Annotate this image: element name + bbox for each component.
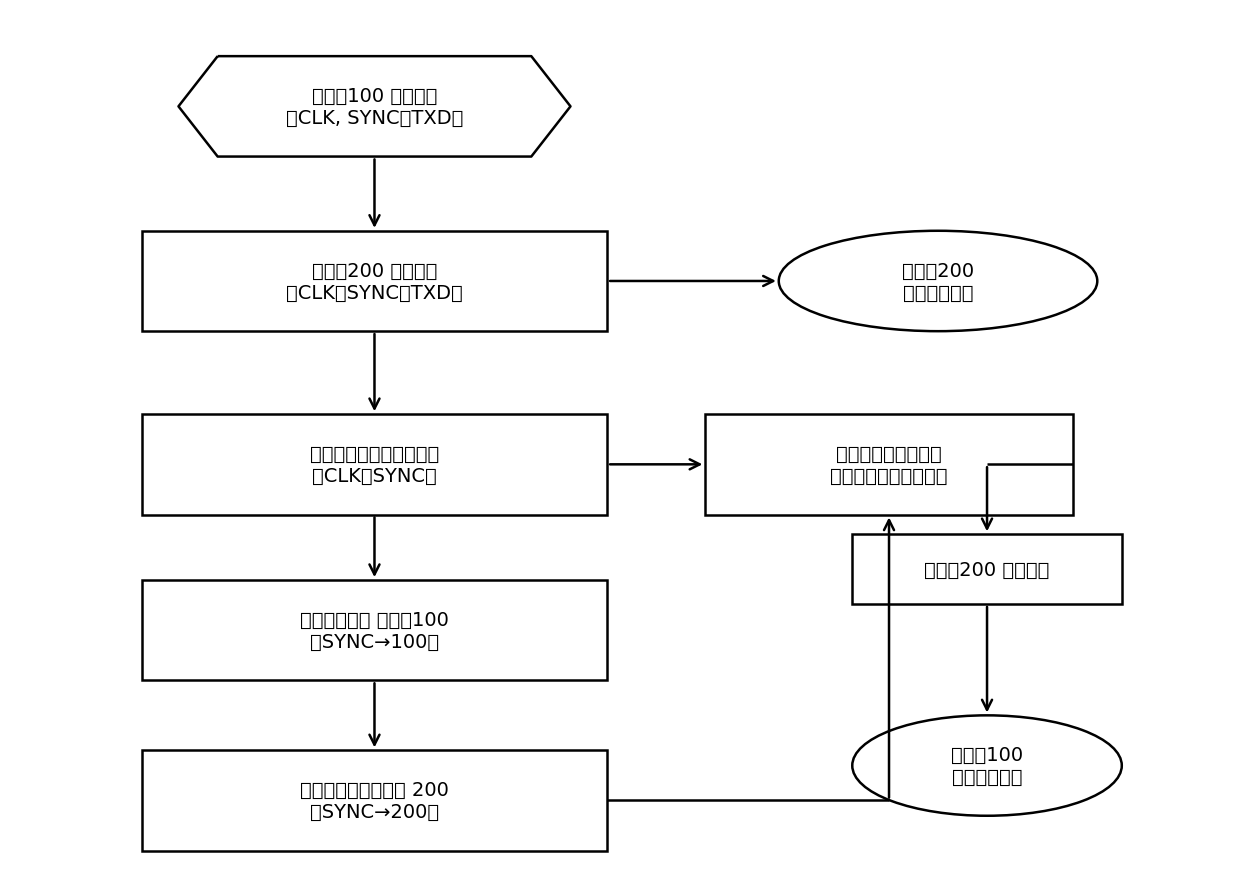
Text: 同步信号返回从装置 200
（SYNC→200）: 同步信号返回从装置 200 （SYNC→200） bbox=[300, 780, 449, 821]
Bar bbox=[705, 415, 1073, 515]
Ellipse shape bbox=[779, 231, 1098, 331]
Text: 同步信号返回 主装置100
（SYNC→100）: 同步信号返回 主装置100 （SYNC→100） bbox=[300, 610, 449, 651]
Text: 从装置200
数据提取处理: 从装置200 数据提取处理 bbox=[902, 261, 974, 302]
Bar bbox=[141, 580, 607, 680]
Bar bbox=[141, 750, 607, 851]
Bar bbox=[141, 415, 607, 515]
Text: 从装置200 数据发送: 从装置200 数据发送 bbox=[924, 560, 1049, 579]
Text: 两个同步信号比较计
数，得出时延调整参数: 两个同步信号比较计 数，得出时延调整参数 bbox=[830, 444, 948, 486]
Text: 时钟信号、同步信号转发
（CLK，SYNC）: 时钟信号、同步信号转发 （CLK，SYNC） bbox=[310, 444, 439, 486]
Ellipse shape bbox=[852, 716, 1121, 816]
Text: 从装置200 接收信号
（CLK，SYNC，TXD）: 从装置200 接收信号 （CLK，SYNC，TXD） bbox=[286, 261, 463, 302]
Text: 主装置100 发送信号
（CLK, SYNC，TXD）: 主装置100 发送信号 （CLK, SYNC，TXD） bbox=[286, 87, 463, 128]
Bar bbox=[852, 534, 1121, 604]
Bar bbox=[141, 231, 607, 331]
Text: 主装置100
数据提取处理: 主装置100 数据提取处理 bbox=[952, 745, 1023, 786]
